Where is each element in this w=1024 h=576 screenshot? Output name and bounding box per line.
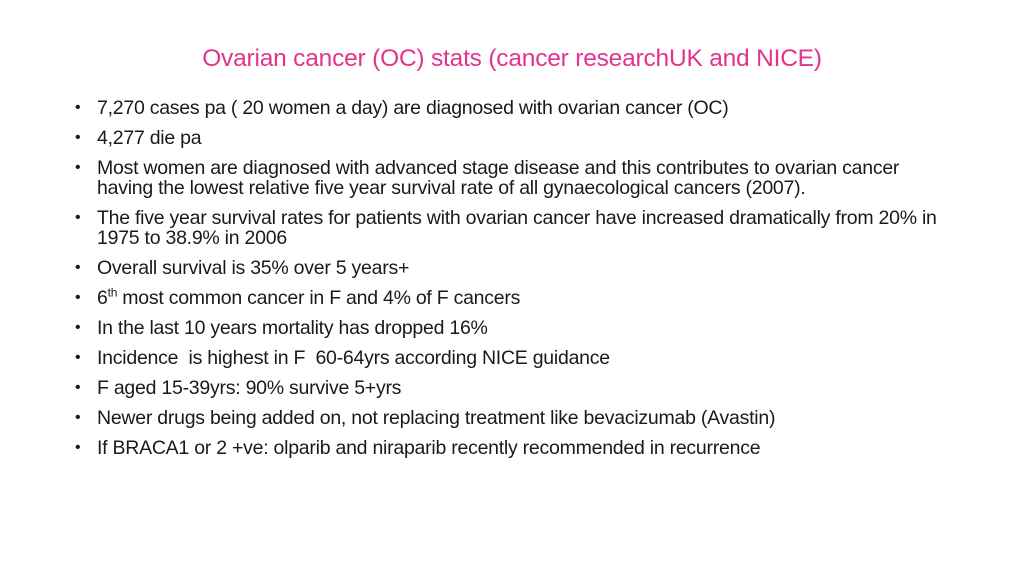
bullet-item: • Overall survival is 35% over 5 years+ (70, 258, 950, 278)
ordinal-suffix: th (107, 285, 118, 300)
bullet-item: • 4,277 die pa (70, 128, 950, 148)
bullet-item: • Incidence is highest in F 60-64yrs acc… (70, 348, 950, 368)
bullet-icon: • (75, 259, 81, 276)
bullet-item: • Most women are diagnosed with advanced… (70, 158, 950, 198)
bullet-text: F aged 15-39yrs: 90% survive 5+yrs (97, 377, 402, 399)
bullet-text: 4,277 die pa (97, 127, 202, 149)
bullet-icon: • (75, 349, 81, 366)
bullet-text: Incidence is highest in F 60-64yrs accor… (97, 347, 610, 369)
bullet-item: • The five year survival rates for patie… (70, 208, 950, 248)
bullet-icon: • (75, 409, 81, 426)
bullet-item: • 7,270 cases pa ( 20 women a day) are d… (70, 98, 950, 118)
bullet-item: • In the last 10 years mortality has dro… (70, 318, 950, 338)
bullet-text: 6th most common cancer in F and 4% of F … (97, 287, 520, 309)
bullet-icon: • (75, 209, 81, 226)
bullet-icon: • (75, 439, 81, 456)
bullet-icon: • (75, 129, 81, 146)
bullet-text: If BRACA1 or 2 +ve: olparib and nirapari… (97, 437, 761, 459)
bullet-text-rest: most common cancer in F and 4% of F canc… (117, 287, 521, 309)
bullet-item: • F aged 15-39yrs: 90% survive 5+yrs (70, 378, 950, 398)
bullet-icon: • (75, 99, 81, 116)
bullet-item: • Newer drugs being added on, not replac… (70, 408, 950, 428)
bullet-text: 7,270 cases pa ( 20 women a day) are dia… (97, 97, 729, 119)
bullet-icon: • (75, 379, 81, 396)
ordinal-number: 6 (97, 287, 108, 309)
bullet-icon: • (75, 159, 81, 176)
bullet-item: • If BRACA1 or 2 +ve: olparib and nirapa… (70, 438, 950, 458)
bullet-text: Most women are diagnosed with advanced s… (97, 157, 900, 199)
bullet-icon: • (75, 289, 81, 306)
bullet-icon: • (75, 319, 81, 336)
bullet-text: The five year survival rates for patient… (97, 207, 937, 249)
bullet-item: • 6th most common cancer in F and 4% of … (70, 287, 950, 309)
slide-title: Ovarian cancer (OC) stats (cancer resear… (202, 45, 822, 72)
bullet-text: In the last 10 years mortality has dropp… (97, 317, 488, 339)
bullet-text: Newer drugs being added on, not replacin… (97, 407, 776, 429)
bullet-list: • 7,270 cases pa ( 20 women a day) are d… (70, 98, 950, 468)
bullet-text: Overall survival is 35% over 5 years+ (97, 257, 410, 279)
